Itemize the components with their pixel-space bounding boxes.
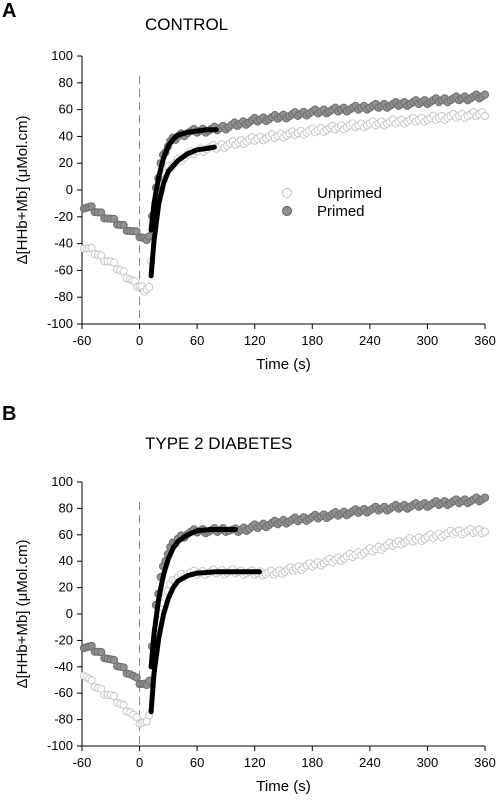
x-tick-label: -60 xyxy=(73,755,92,770)
x-tick-label: 0 xyxy=(136,755,143,770)
y-tick-label: 80 xyxy=(59,500,73,515)
y-tick-label: 60 xyxy=(59,102,73,117)
y-tick-label: 0 xyxy=(66,182,73,197)
primed-point xyxy=(145,232,154,241)
chart-title: CONTROL xyxy=(145,15,229,34)
y-tick-label: 20 xyxy=(59,155,73,170)
y-tick-label: -60 xyxy=(54,262,73,277)
y-tick-label: -80 xyxy=(54,289,73,304)
unprimed-point xyxy=(119,700,128,709)
unprimed-point xyxy=(119,267,128,276)
legend-marker-unprimed xyxy=(281,187,293,199)
primed-fit-line xyxy=(148,127,219,233)
y-axis-label: Δ[HHb+Mb] (μMol.cm) xyxy=(14,539,31,688)
x-tick-label: 360 xyxy=(474,333,496,348)
x-tick-label: 180 xyxy=(301,755,323,770)
y-tick-label: 100 xyxy=(51,474,73,489)
unprimed-fit-line xyxy=(148,569,262,715)
legend-marker-primed xyxy=(281,205,293,217)
primed-point xyxy=(132,673,141,682)
x-tick-label: 120 xyxy=(244,755,266,770)
y-tick-label: -20 xyxy=(54,209,73,224)
y-tick-label: 100 xyxy=(51,48,73,63)
y-tick-label: 20 xyxy=(59,580,73,595)
y-axis-label: Δ[HHb+Mb] (μMol.cm) xyxy=(14,115,31,264)
x-tick-label: 120 xyxy=(244,333,266,348)
chart-control: -100 -80 -60 -40 -20 0 20 40 60 80 100 -60 0 60 120 180… xyxy=(14,48,496,373)
y-tick-label: -100 xyxy=(47,738,73,753)
x-tick-label: 300 xyxy=(417,755,439,770)
x-tick-label: 240 xyxy=(359,333,381,348)
panel-letter: B xyxy=(2,403,17,425)
unprimed-point xyxy=(87,676,96,685)
unprimed-point xyxy=(132,713,141,722)
unprimed-point xyxy=(109,692,119,701)
x-axis-label: Time (s) xyxy=(256,356,310,373)
unprimed-point xyxy=(480,111,490,121)
panel-b: B TYPE 2 DIABETES -100 -80 -60 -40 -20 0 20 40 6… xyxy=(0,403,498,806)
y-tick-label: -40 xyxy=(54,236,73,251)
x-axis-label: Time (s) xyxy=(256,778,310,795)
legend-label-primed: Primed xyxy=(317,203,365,220)
x-tick-label: 360 xyxy=(474,755,496,770)
primed-point xyxy=(480,493,490,502)
x-tick-label: -60 xyxy=(73,333,92,348)
x-tick-label: 0 xyxy=(136,333,143,348)
x-tick-label: 60 xyxy=(190,333,204,348)
y-tick-label: -20 xyxy=(54,632,73,647)
unprimed-point xyxy=(109,258,119,267)
primed-fit-line xyxy=(148,527,238,670)
chart-type2-diabetes: -100 -80 -60 -40 -20 0 20 40 60 80 100 -60 0 60 120 180… xyxy=(14,474,496,795)
x-tick-label: 180 xyxy=(301,333,323,348)
unprimed-point xyxy=(145,282,154,292)
y-tick-label: 40 xyxy=(59,553,73,568)
y-tick-label: 60 xyxy=(59,527,73,542)
y-tick-label: 80 xyxy=(59,75,73,90)
primed-point xyxy=(480,90,490,99)
panel-a: A CONTROL -100 -80 -60 -40 -20 0 20 40 60 80 100 -6… xyxy=(2,0,496,373)
panel-letter: A xyxy=(2,0,17,22)
y-tick-label: -40 xyxy=(54,659,73,674)
unprimed-fit-line xyxy=(148,144,217,279)
unprimed-point xyxy=(480,527,490,536)
chart-title: TYPE 2 DIABETES xyxy=(145,434,293,453)
unprimed-point xyxy=(87,243,96,252)
y-tick-label: -80 xyxy=(54,712,73,727)
y-tick-label: -60 xyxy=(54,685,73,700)
y-tick-label: -100 xyxy=(47,316,73,331)
x-tick-label: 240 xyxy=(359,755,381,770)
legend-label-unprimed: Unprimed xyxy=(317,185,382,202)
y-tick-label: 40 xyxy=(59,128,73,143)
y-tick-label: 0 xyxy=(66,606,73,621)
x-tick-label: 300 xyxy=(417,333,439,348)
x-tick-label: 60 xyxy=(190,755,204,770)
